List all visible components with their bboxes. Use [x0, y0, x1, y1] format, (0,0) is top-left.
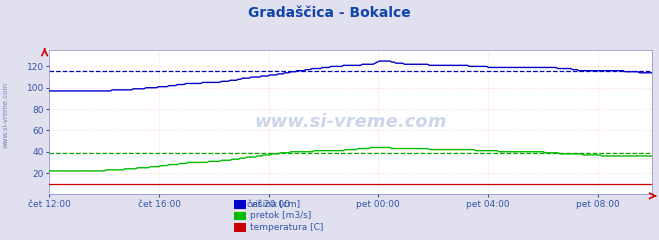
Text: višina [cm]: višina [cm] [250, 200, 301, 209]
Text: Gradaščica - Bokalce: Gradaščica - Bokalce [248, 6, 411, 20]
Text: pretok [m3/s]: pretok [m3/s] [250, 211, 312, 221]
Text: temperatura [C]: temperatura [C] [250, 223, 324, 232]
Text: www.si-vreme.com: www.si-vreme.com [2, 82, 9, 148]
Text: www.si-vreme.com: www.si-vreme.com [254, 113, 447, 131]
